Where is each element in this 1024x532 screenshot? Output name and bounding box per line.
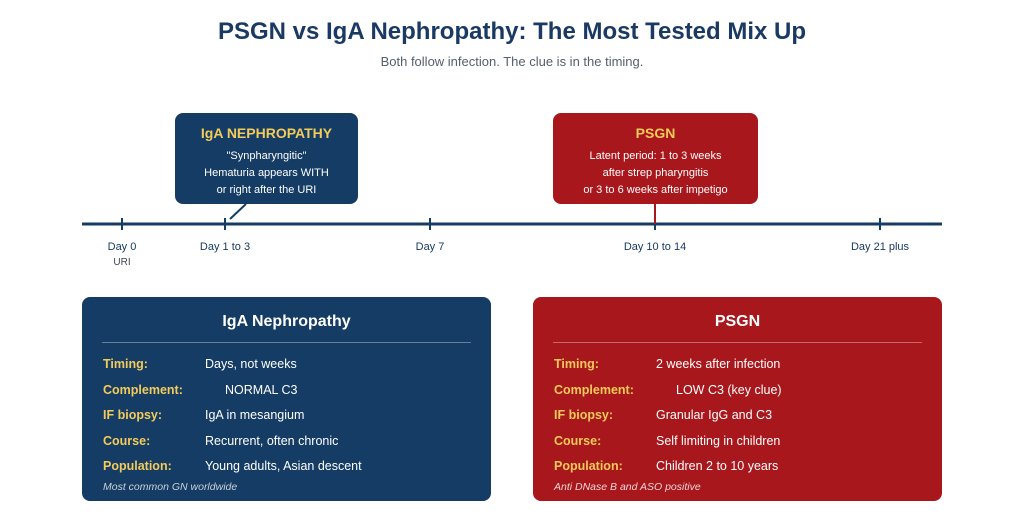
psgn-card: PSGN Timing: 2 weeks after infection Com… bbox=[533, 297, 942, 501]
page-subtitle: Both follow infection. The clue is in th… bbox=[380, 54, 644, 69]
psgn-row-biopsy: IF biopsy: Granular IgG and C3 bbox=[554, 408, 932, 426]
row-label: IF biopsy: bbox=[554, 408, 614, 422]
iga-row-course: Course: Recurrent, often chronic bbox=[103, 434, 481, 452]
tick-label: Day 7 bbox=[415, 241, 445, 253]
tick-label: Day 0 bbox=[107, 241, 137, 253]
iga-row-biopsy: IF biopsy: IgA in mesangium bbox=[103, 408, 481, 426]
row-value: Children 2 to 10 years bbox=[656, 459, 779, 473]
iga-callout-line: or right after the URI bbox=[216, 184, 317, 196]
row-label: Complement: bbox=[554, 383, 634, 397]
row-value: IgA in mesangium bbox=[205, 408, 305, 422]
iga-card: IgA Nephropathy Timing: Days, not weeks … bbox=[82, 297, 491, 501]
iga-callout-title: IgA NEPHROPATHY bbox=[200, 125, 333, 141]
row-value: 2 weeks after infection bbox=[656, 357, 781, 371]
page-title: PSGN vs IgA Nephropathy: The Most Tested… bbox=[217, 18, 807, 45]
psgn-callout: PSGN Latent period: 1 to 3 weeks after s… bbox=[553, 113, 758, 204]
tick-sublabel: URI bbox=[113, 257, 131, 268]
tick-label: Day 21 plus bbox=[850, 241, 910, 253]
row-label: Course: bbox=[554, 434, 602, 448]
psgn-row-complement: Complement: LOW C3 (key clue) bbox=[554, 383, 932, 401]
iga-row-population: Population: Young adults, Asian descent bbox=[103, 459, 481, 477]
iga-callout-line: Hematuria appears WITH bbox=[204, 167, 329, 179]
row-label: Population: bbox=[103, 459, 172, 473]
iga-row-complement: Complement: NORMAL C3 bbox=[103, 383, 481, 401]
psgn-callout-line: Latent period: 1 to 3 weeks bbox=[589, 150, 722, 162]
row-value: LOW C3 (key clue) bbox=[676, 383, 782, 397]
row-value: Days, not weeks bbox=[205, 357, 297, 371]
row-label: Complement: bbox=[103, 383, 183, 397]
psgn-card-note: Anti DNase B and ASO positive bbox=[554, 481, 701, 493]
iga-connector bbox=[229, 203, 247, 220]
psgn-callout-line: or 3 to 6 weeks after impetigo bbox=[583, 184, 728, 196]
iga-card-title: IgA Nephropathy bbox=[222, 313, 351, 330]
row-value: Self limiting in children bbox=[656, 434, 781, 448]
psgn-row-course: Course: Self limiting in children bbox=[554, 434, 932, 452]
row-value: NORMAL C3 bbox=[225, 383, 298, 397]
iga-row-timing: Timing: Days, not weeks bbox=[103, 357, 481, 375]
row-label: Population: bbox=[554, 459, 623, 473]
row-label: IF biopsy: bbox=[103, 408, 163, 422]
row-value: Granular IgG and C3 bbox=[656, 408, 773, 422]
tick-label: Day 1 to 3 bbox=[199, 241, 251, 253]
iga-card-note: Most common GN worldwide bbox=[103, 481, 238, 493]
row-label: Timing: bbox=[103, 357, 148, 371]
row-value: Recurrent, often chronic bbox=[205, 434, 339, 448]
psgn-callout-title: PSGN bbox=[635, 125, 676, 141]
psgn-row-timing: Timing: 2 weeks after infection bbox=[554, 357, 932, 375]
row-label: Timing: bbox=[554, 357, 599, 371]
card-divider bbox=[102, 342, 471, 343]
row-value: Young adults, Asian descent bbox=[205, 459, 362, 473]
tick-label: Day 10 to 14 bbox=[623, 241, 687, 253]
psgn-row-population: Population: Children 2 to 10 years bbox=[554, 459, 932, 477]
psgn-callout-line: after strep pharyngitis bbox=[602, 167, 709, 179]
iga-callout-line: "Synpharyngitic" bbox=[226, 150, 307, 162]
card-divider bbox=[553, 342, 922, 343]
psgn-card-title: PSGN bbox=[714, 313, 761, 330]
row-label: Course: bbox=[103, 434, 151, 448]
iga-callout: IgA NEPHROPATHY "Synpharyngitic" Hematur… bbox=[175, 113, 358, 204]
